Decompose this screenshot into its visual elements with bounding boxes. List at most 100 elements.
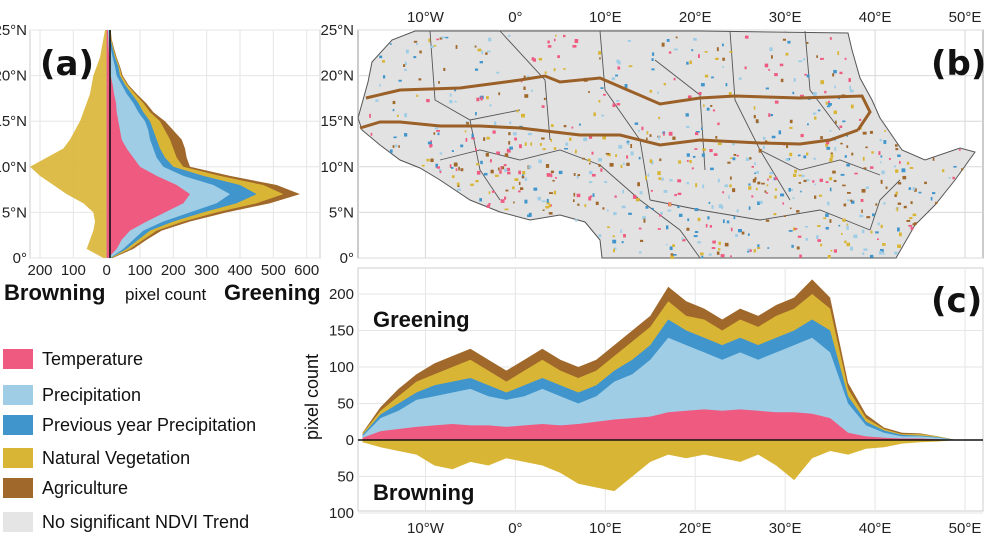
map-trend-pixel xyxy=(704,74,709,78)
map-trend-pixel xyxy=(850,246,854,251)
map-trend-pixel xyxy=(598,164,601,167)
map-trend-pixel xyxy=(747,233,750,236)
map-trend-pixel xyxy=(830,153,834,158)
map-trend-pixel xyxy=(616,99,620,102)
map-trend-pixel xyxy=(914,188,917,192)
map-trend-pixel xyxy=(627,142,630,146)
map-trend-pixel xyxy=(642,216,646,220)
map-trend-pixel xyxy=(489,104,492,107)
map-trend-pixel xyxy=(443,67,446,71)
map-trend-pixel xyxy=(842,218,846,222)
map-trend-pixel xyxy=(788,230,793,232)
map-trend-pixel xyxy=(602,136,607,140)
map-trend-pixel xyxy=(732,157,736,161)
map-trend-pixel xyxy=(404,133,408,137)
map-trend-pixel xyxy=(759,200,763,205)
map-trend-pixel xyxy=(744,66,747,70)
map-trend-pixel xyxy=(404,68,407,72)
map-trend-pixel xyxy=(854,172,858,175)
map-trend-pixel xyxy=(850,104,854,109)
map-trend-pixel xyxy=(677,192,682,196)
map-trend-pixel xyxy=(518,181,521,186)
map-trend-pixel xyxy=(651,58,654,62)
map-trend-pixel xyxy=(513,201,515,204)
legend-label-precipitation: Precipitation xyxy=(42,384,142,405)
map-trend-pixel xyxy=(533,58,537,62)
map-trend-pixel xyxy=(518,190,521,193)
map-trend-pixel xyxy=(803,155,807,159)
map-trend-pixel xyxy=(824,90,827,94)
map-trend-pixel xyxy=(753,106,756,110)
map-trend-pixel xyxy=(881,170,885,175)
map-trend-pixels xyxy=(369,34,964,259)
map-trend-pixel xyxy=(848,78,851,82)
map-trend-pixel xyxy=(615,154,618,157)
map-trend-pixel xyxy=(433,132,436,135)
map-trend-pixel xyxy=(861,229,865,234)
map-trend-pixel xyxy=(508,141,511,145)
map-trend-pixel xyxy=(638,156,641,160)
map-trend-pixel xyxy=(488,191,491,195)
map-trend-pixel xyxy=(751,195,754,198)
map-trend-pixel xyxy=(924,181,927,185)
map-trend-pixel xyxy=(666,39,670,42)
map-trend-pixel xyxy=(767,178,769,181)
map-trend-pixel xyxy=(912,213,917,217)
map-trend-pixel xyxy=(520,80,523,83)
map-trend-pixel xyxy=(592,193,595,197)
map-trend-pixel xyxy=(837,51,840,56)
map-trend-pixel xyxy=(678,160,682,164)
map-trend-pixel xyxy=(768,175,772,179)
panel-c-area-temperature xyxy=(362,409,957,440)
panel-a-x-axis-label: pixel count xyxy=(125,285,207,304)
map-trend-pixel xyxy=(866,216,871,219)
map-trend-pixel xyxy=(702,148,706,151)
map-trend-pixel xyxy=(645,206,649,209)
map-trend-pixel xyxy=(846,242,851,247)
map-trend-pixel xyxy=(771,135,776,139)
map-trend-pixel xyxy=(861,209,863,214)
map-trend-pixel xyxy=(829,157,833,162)
map-trend-pixel xyxy=(932,157,935,161)
panel-c-y-tick: 0 xyxy=(346,432,354,449)
map-trend-pixel xyxy=(649,159,653,164)
map-trend-pixel xyxy=(651,207,654,210)
map-trend-pixel xyxy=(455,168,458,172)
map-trend-pixel xyxy=(717,248,721,251)
map-trend-pixel xyxy=(897,182,902,185)
map-trend-pixel xyxy=(878,151,881,155)
map-trend-pixel xyxy=(611,77,616,81)
map-trend-pixel xyxy=(783,215,787,217)
map-trend-pixel xyxy=(430,143,433,147)
map-trend-pixel xyxy=(764,63,769,68)
map-y-tick: 5°N xyxy=(329,204,354,221)
map-trend-pixel xyxy=(829,187,832,192)
map-trend-pixel xyxy=(715,136,718,139)
map-trend-pixel xyxy=(794,228,798,230)
map-trend-pixel xyxy=(607,153,611,157)
map-y-tick: 10°N xyxy=(320,159,354,176)
map-trend-pixel xyxy=(757,181,761,185)
map-trend-pixel xyxy=(764,140,768,143)
map-trend-pixel xyxy=(458,166,460,171)
map-trend-pixel xyxy=(661,177,664,181)
map-trend-pixel xyxy=(565,142,569,146)
map-trend-pixel xyxy=(712,240,716,244)
map-trend-pixel xyxy=(721,43,724,47)
map-trend-pixel xyxy=(574,39,579,44)
map-trend-pixel xyxy=(616,103,621,106)
panel-a-y-tick: 20°N xyxy=(0,68,27,85)
map-trend-pixel xyxy=(780,78,784,83)
map-trend-pixel xyxy=(803,179,807,183)
map-trend-pixel xyxy=(840,142,843,145)
map-trend-pixel xyxy=(623,234,626,238)
map-trend-pixel xyxy=(901,169,906,173)
map-trend-pixel xyxy=(404,61,407,66)
map-trend-pixel xyxy=(555,34,557,37)
map-trend-pixel xyxy=(663,190,668,193)
map-trend-pixel xyxy=(628,65,633,68)
map-trend-pixel xyxy=(786,144,789,149)
map-trend-pixel xyxy=(524,177,528,181)
map-trend-pixel xyxy=(849,85,852,90)
panel-a-x-ticks: 200 100 0 100 200 300 400 500 600 xyxy=(27,262,319,279)
